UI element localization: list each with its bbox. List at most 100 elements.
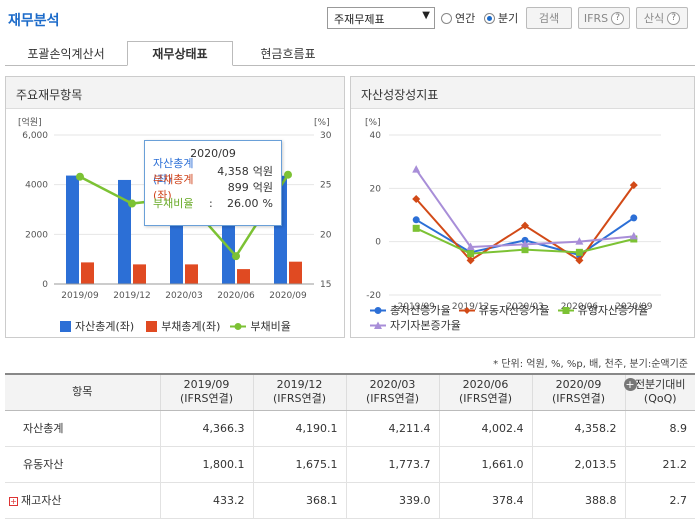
bar-liabilities [133,264,146,284]
right-chart-legend-row2: 자기자본증가율 [370,317,461,333]
col-period: 2020/03 [369,378,416,392]
y-tick: 40 [370,131,382,141]
tooltip-label: 부채총계(좌) [153,173,194,202]
tooltip-label: 부채비율 [153,197,194,210]
point-debt-ratio [128,199,136,208]
formula-help-button[interactable]: 산식 ? [636,7,688,29]
panel-title: 주요재무항목 [6,77,344,109]
table-cell: 4,366.3 [159,410,253,447]
search-button[interactable]: 검색 [526,7,572,29]
formula-label: 산식 [643,12,665,25]
series-point [630,214,638,222]
legend-swatch-tangible-asset-growth [557,306,574,314]
series-point [412,224,420,232]
series-point [466,242,475,250]
bar-liabilities [237,269,250,284]
help-icon: ? [611,11,625,25]
y-tick-right: 30 [320,131,332,141]
tab-balance-sheet[interactable]: 재무상태표 [127,41,233,66]
table-cell: 1,773.7 [345,446,439,483]
x-tick-label: 2019/12 [452,302,489,312]
series-point [412,195,421,203]
x-tick-label: 2019/12 [113,291,150,301]
tab-cash-flow[interactable]: 현금흐름표 [235,41,341,66]
tab-income-statement[interactable]: 포괄손익계산서 [7,41,125,66]
y-tick-right: 20 [320,230,332,240]
tooltip-unit: 억원 [252,181,273,194]
point-debt-ratio [76,172,84,181]
ifrs-help-button[interactable]: IFRS ? [578,7,630,29]
col-header-period: 2020/03 (IFRS연결) [345,373,439,411]
tooltip-period: 2020/09 [190,147,236,160]
tooltip-unit: % [262,196,273,210]
radio-quarter-label: 분기 [498,12,519,25]
col-qoq-line1: 전분기대비 [634,378,686,392]
col-basis: (IFRS연결) [365,392,420,406]
bar-liabilities [81,262,94,284]
table-cell: 2,013.5 [531,446,625,483]
x-tick-label: 2020/06 [561,302,599,312]
radio-quarter-dot[interactable] [484,12,495,24]
y-tick: -20 [366,291,381,301]
table-cell: 378.4 [438,482,532,519]
legend-swatch-liabilities [146,320,158,332]
tooltip-value: 26.00 [227,196,259,210]
series-point [575,237,584,245]
col-period: 2020/09 [555,378,602,392]
table-cell: 433.2 [159,482,253,519]
row-label: 유동자산 [5,446,160,483]
col-basis: (IFRS연결) [458,392,513,406]
table-cell: 1,675.1 [252,446,346,483]
col-basis: (IFRS연결) [551,392,606,406]
legend-label: 유동자산증가율 [478,304,550,317]
table-cell: 339.0 [345,482,439,519]
table-cell: 4,358.2 [531,410,625,447]
asset-growth-panel: 자산성장성지표 [%] -20 0 20 40 2019/09 2019/12 2020/03… [350,76,695,338]
legend-label: 총자산증가율 [390,304,451,317]
col-period: 2019/09 [183,378,230,392]
legend-label: 자기자본증가율 [390,319,461,332]
tab-label: 포괄손익계산서 [27,47,105,61]
radio-quarter[interactable]: 분기 [484,10,518,26]
ifrs-label: IFRS [583,11,609,25]
radio-annual-dot[interactable] [441,12,452,24]
y-axis-label: [%] [365,118,381,128]
tooltip-value: 899 [227,180,249,194]
tab-label: 재무상태표 [152,47,208,61]
table-cell: 21.2 [624,446,695,483]
col-qoq-line2: (QoQ) [643,392,677,406]
row-label: 재고자산 [21,494,62,507]
expand-row-icon[interactable]: + [9,497,18,506]
table-cell: 1,800.1 [159,446,253,483]
table-cell: 388.8 [531,482,625,519]
y-tick-right: 15 [320,280,331,290]
point-debt-ratio [284,170,292,179]
expand-columns-icon[interactable]: + [623,378,637,391]
col-period: 2019/12 [276,378,323,392]
tooltip-label: 자산총계(좌) [153,157,194,186]
y-tick-left: 2000 [25,230,48,240]
statement-type-select[interactable]: 주재무제표 ▼ [327,7,435,29]
col-basis: (IFRS연결) [179,392,234,406]
series-point [575,248,583,256]
table-row: + 재고자산 433.2 368.1 339.0 378.4 388.8 2.7 [5,482,695,519]
page-title: 재무분석 [8,13,60,29]
legend-swatch-current-asset-growth [458,306,475,314]
radio-annual[interactable]: 연간 [441,10,475,26]
chart-tooltip: 2020/09 자산총계(좌) 4,358 억원 부채총계(좌) 899 억원 … [144,140,282,226]
help-icon: ? [667,11,681,25]
bar-assets [66,175,79,284]
table-cell: 368.1 [252,482,346,519]
table-cell: 2.7 [624,482,695,519]
balance-sheet-table: 항목 2019/09 (IFRS연결) 2019/12 (IFRS연결) 2020/… [5,373,695,519]
table-row: 유동자산 1,800.1 1,675.1 1,773.7 1,661.0 2,0… [5,446,695,483]
tab-label: 현금흐름표 [260,47,316,61]
radio-annual-label: 연간 [455,12,476,25]
tooltip-unit: 억원 [252,165,273,178]
series-point [629,181,638,190]
row-label-cell: + 재고자산 [5,482,160,519]
tooltip-row-debt-ratio: 부채비율 : 26.00 % [153,195,273,211]
col-header-period: 2019/09 (IFRS연결) [159,373,253,411]
series-point [467,250,475,258]
bar-liabilities [289,261,302,284]
